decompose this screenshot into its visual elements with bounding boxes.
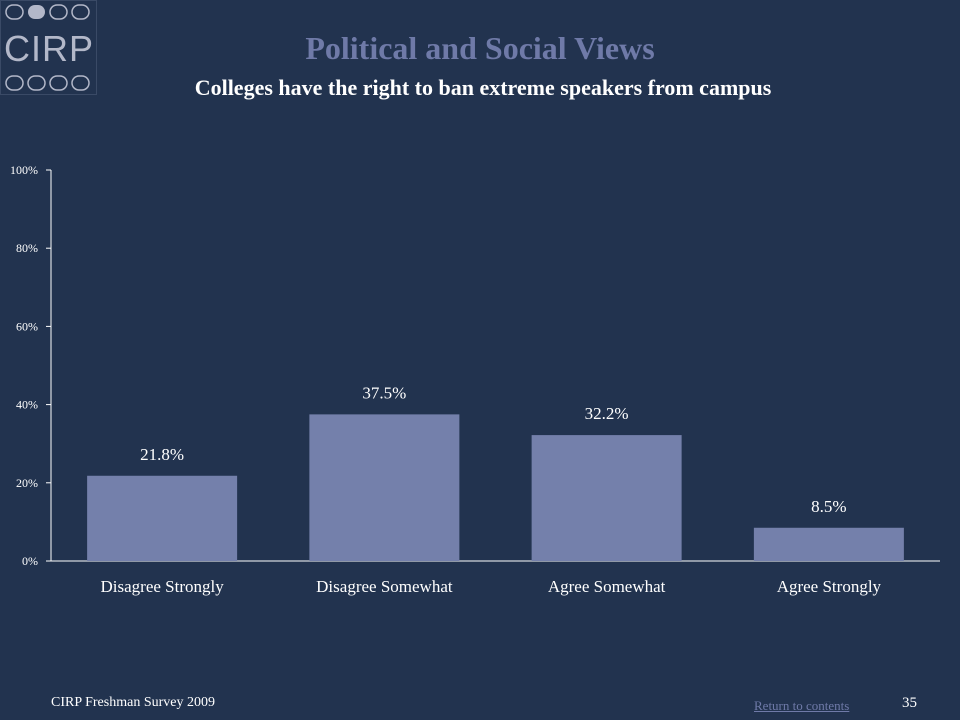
slide-title: Political and Social Views	[305, 30, 655, 66]
bar	[753, 527, 904, 561]
cirp-logo-graphic	[0, 0, 97, 95]
y-tick-label: 0%	[22, 554, 38, 568]
y-tick-label: 40%	[16, 398, 38, 412]
logo-text: CIRP	[4, 28, 95, 69]
x-category-label: Agree Strongly	[777, 577, 882, 596]
bar	[87, 475, 238, 561]
bar-value-label: 37.5%	[362, 383, 406, 402]
bar-value-label: 21.8%	[140, 445, 184, 464]
cirp-logo: CIRP	[0, 0, 98, 96]
y-tick-label: 60%	[16, 319, 38, 333]
return-to-contents-link[interactable]: Return to contents	[754, 698, 850, 713]
footer-source: CIRP Freshman Survey 2009	[51, 695, 215, 710]
x-category-label: Disagree Strongly	[101, 577, 225, 596]
y-tick-label: 100%	[10, 163, 38, 177]
x-category-label: Disagree Somewhat	[316, 577, 453, 596]
bar	[309, 414, 460, 561]
y-tick-label: 80%	[16, 241, 38, 255]
bar-chart-svg: 0% 20% 40% 60% 80% 100% 21.8% Disagree Strongly…	[10, 163, 940, 596]
bar-chart: 0% 20% 40% 60% 80% 100% 21.8% Disagree Strongly…	[0, 150, 960, 610]
page-number: 35	[902, 695, 917, 711]
chart-subtitle: Colleges have the right to ban extreme s…	[194, 75, 772, 100]
x-category-label: Agree Somewhat	[548, 577, 666, 596]
bar	[531, 435, 682, 561]
bar-value-label: 8.5%	[811, 497, 846, 516]
y-tick-label: 20%	[16, 476, 38, 490]
bar-value-label: 32.2%	[585, 404, 629, 423]
